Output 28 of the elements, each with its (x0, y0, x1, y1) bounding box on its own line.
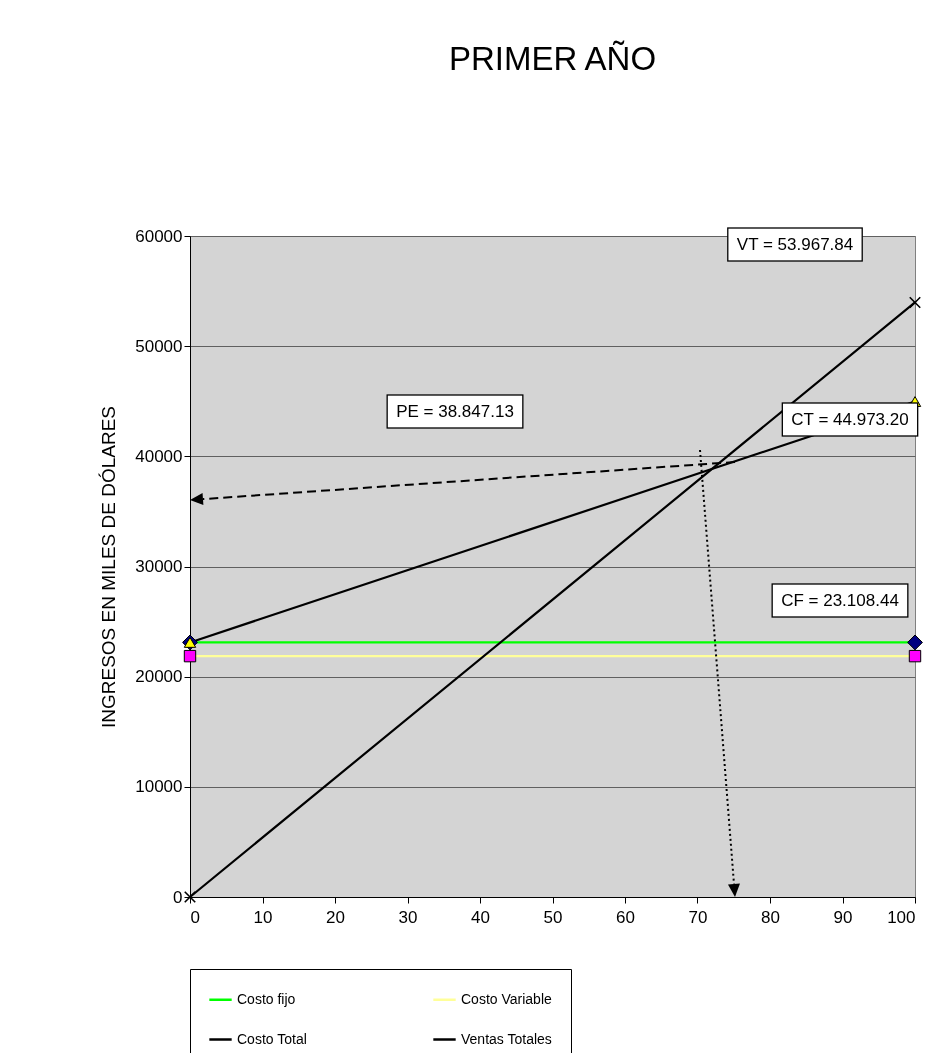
legend-label: Ventas Totales (461, 1030, 552, 1047)
x-tick-label: 40 (471, 907, 490, 927)
x-tick-label: 20 (326, 907, 345, 927)
y-axis-title: INGRESOS EN MILES DE DÓLARES (98, 405, 120, 729)
y-tick-label: 0 (173, 887, 183, 907)
x-tick-label: 50 (543, 907, 563, 927)
legend-label: Costo Variable (461, 990, 552, 1007)
y-tick-label: 30000 (135, 557, 183, 576)
x-tick-label: 80 (761, 907, 780, 927)
y-tick-label: 40000 (135, 446, 183, 466)
annotation: VT = 53.967.84 (736, 235, 854, 254)
x-tick-label: 100 (887, 907, 916, 927)
legend-label: Costo fijo (237, 990, 296, 1007)
chart-title: PRIMER AÑO (448, 40, 657, 77)
x-tick-label: 10 (253, 907, 273, 927)
y-tick-label: 20000 (135, 667, 183, 687)
x-tick-label: 70 (688, 907, 708, 927)
x-tick-label: 60 (616, 907, 635, 927)
y-tick-label: 50000 (135, 336, 183, 356)
legend-label: Costo Total (237, 1030, 307, 1047)
x-tick-label: 30 (398, 907, 418, 927)
y-tick-label: 10000 (135, 777, 183, 797)
annotation: CF = 23.108.44 (781, 591, 899, 610)
y-tick-label: 60000 (135, 226, 183, 246)
annotation: CT = 44.973.20 (791, 410, 909, 429)
x-tick-label: 0 (190, 907, 200, 927)
annotation: PE = 38.847.13 (396, 402, 514, 421)
x-tick-label: 90 (833, 907, 853, 927)
